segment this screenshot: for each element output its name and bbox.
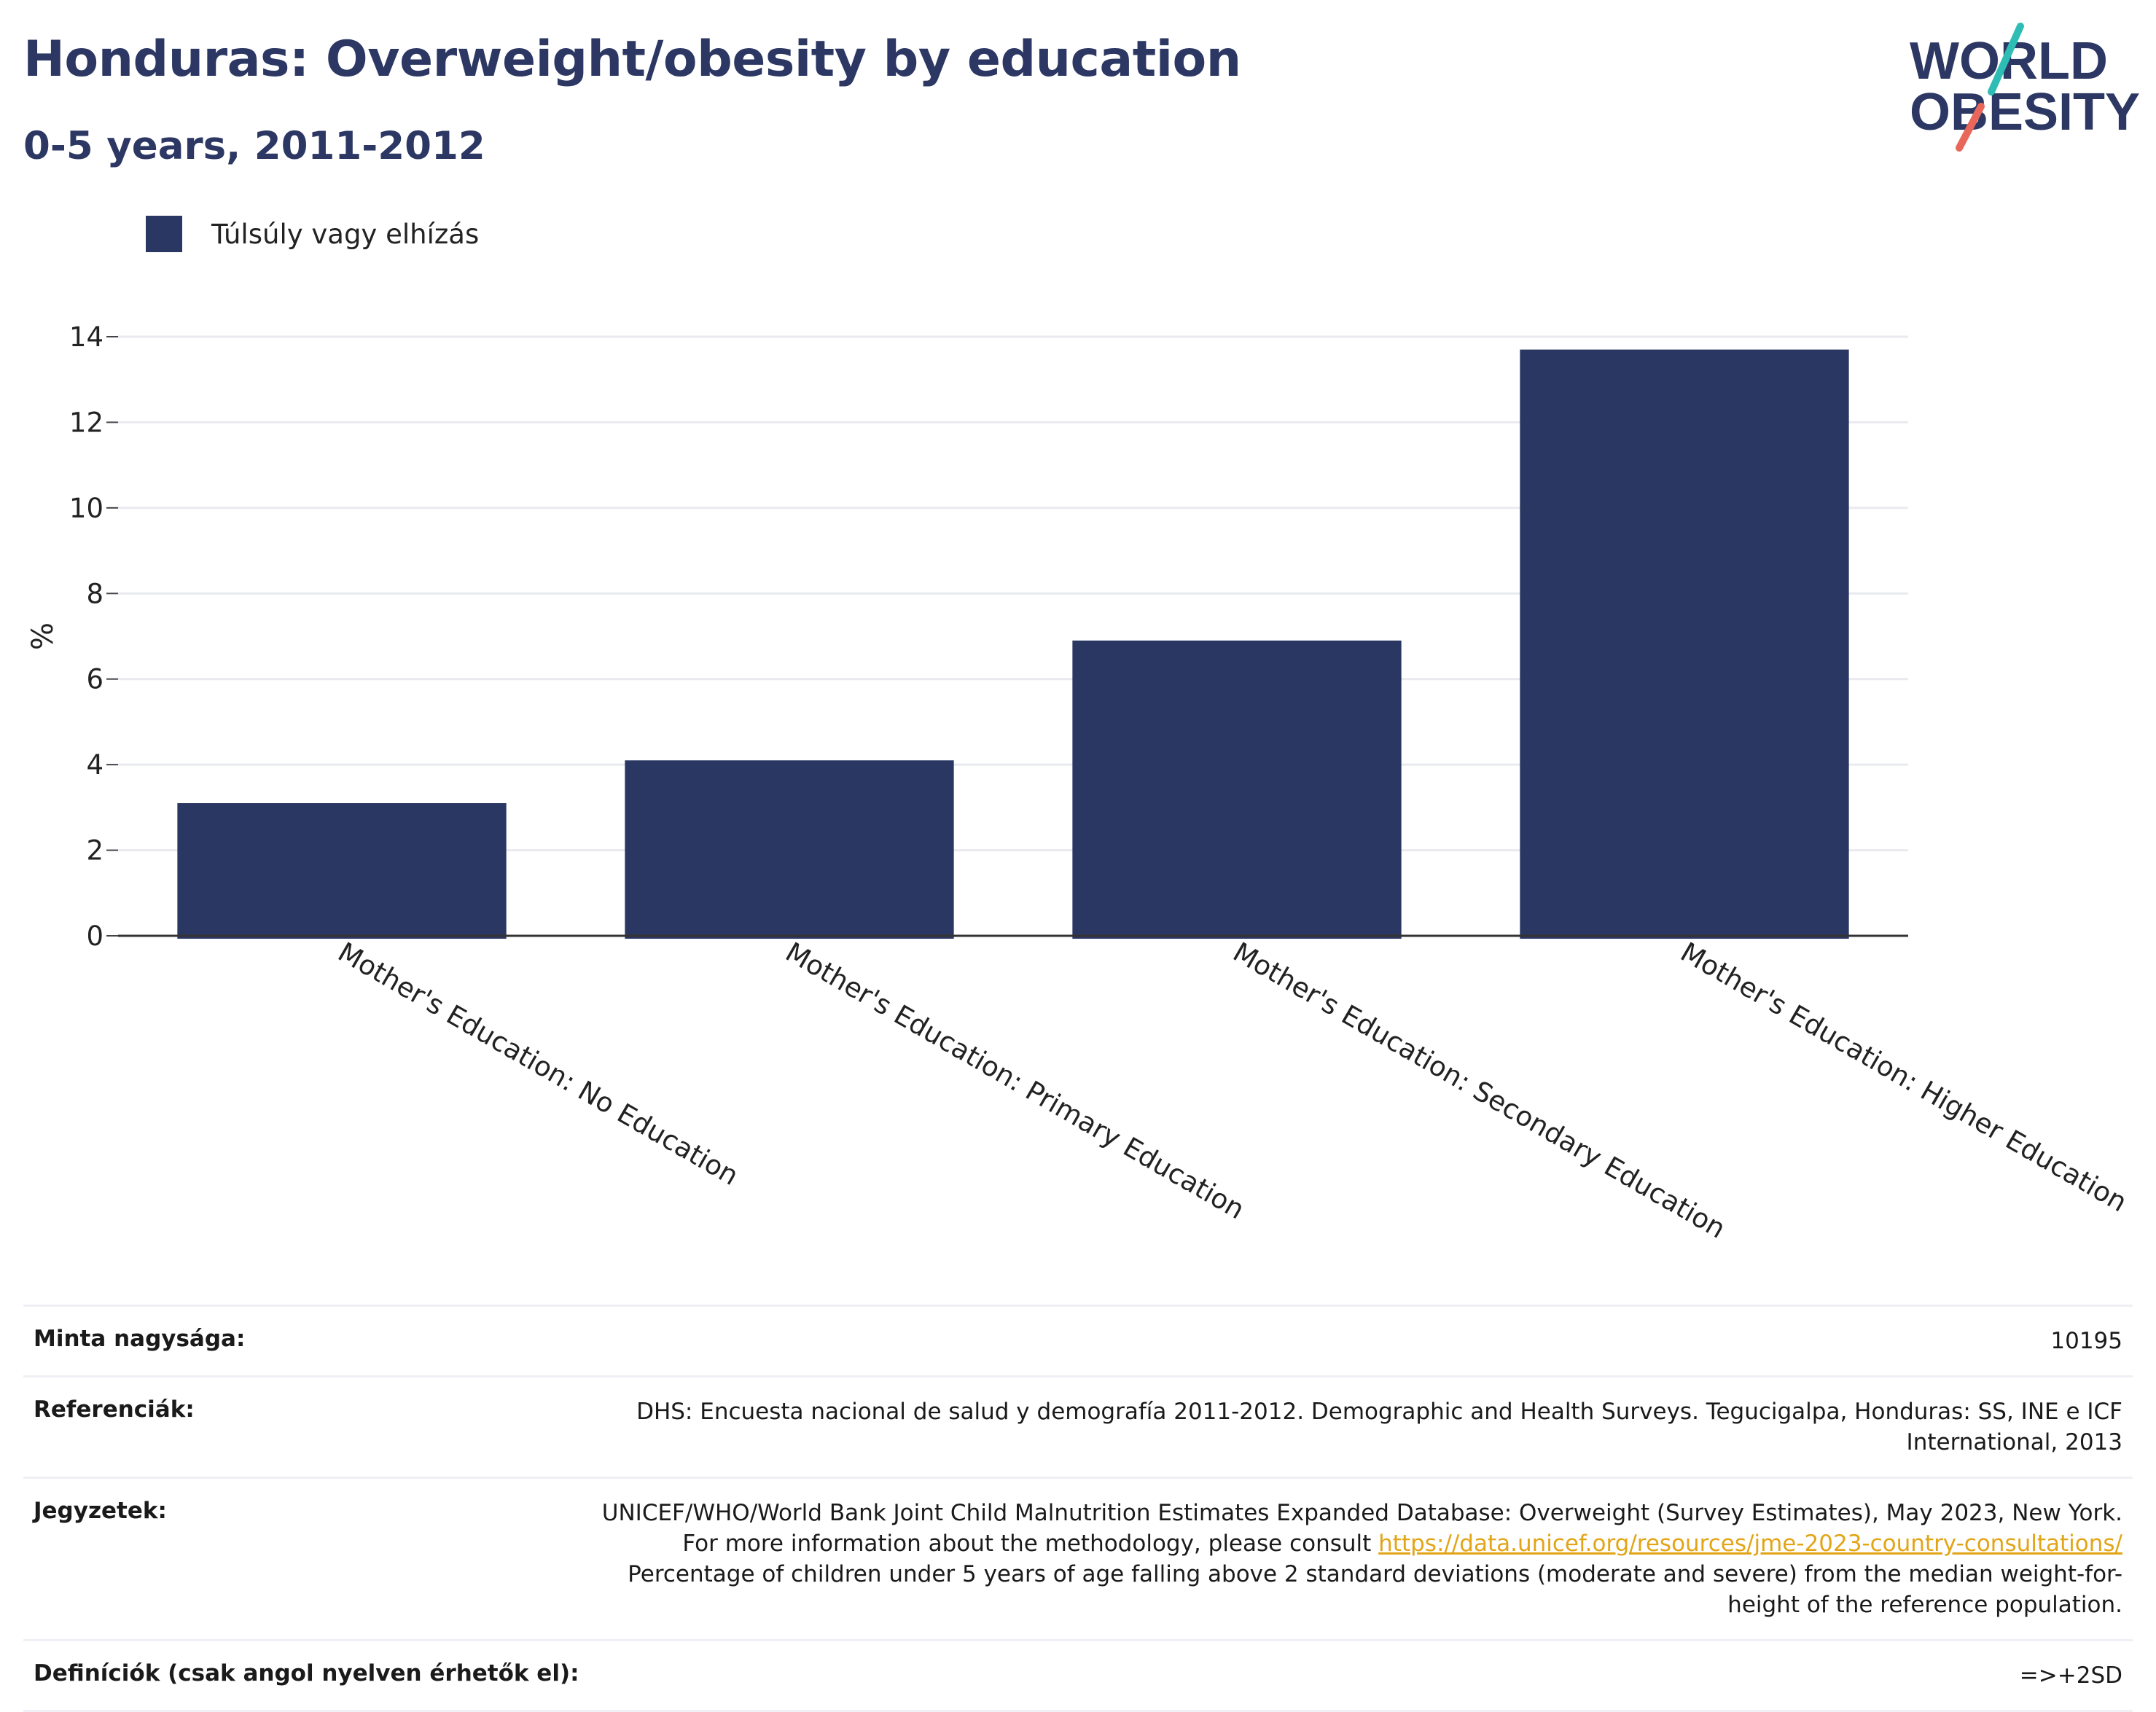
meta-value: =>+2SD — [2019, 1662, 2122, 1689]
legend: Túlsúly vagy elhízás — [146, 216, 479, 252]
x-tick-label: Mother's Education: No Education — [333, 937, 744, 1192]
bar-chart: 0 2 4 6 8 10 12 14% Mother's Education: No Educa… — [26, 321, 2133, 1245]
meta-value: DHS: Encuesta nacional de salud y demogr… — [636, 1399, 2122, 1455]
meta-row-references: Referenciák: DHS: Encuesta nacional de s… — [23, 1375, 2133, 1477]
meta-label: Referenciák: — [34, 1396, 195, 1423]
meta-row-definitions: Definíciók (csak angol nyelven érhetők e… — [23, 1639, 2133, 1712]
x-tick-label: Mother's Education: Higher Education — [1676, 937, 2133, 1219]
meta-value: UNICEF/WHO/World Bank Joint Child Malnut… — [592, 1498, 2122, 1620]
meta-row-notes: Jegyzetek: UNICEF/WHO/World Bank Joint C… — [23, 1477, 2133, 1639]
meta-label: Definíciók (csak angol nyelven érhetők e… — [34, 1660, 579, 1686]
bar — [1520, 349, 1849, 939]
y-tick-label: 6 — [86, 664, 103, 695]
y-tick-label: 8 — [86, 578, 103, 609]
world-obesity-logo: WORLD OBESITY — [1910, 23, 2140, 152]
meta-row-sample-size: Minta nagysága: 10195 — [23, 1305, 2133, 1375]
y-tick-label: 10 — [69, 493, 103, 524]
y-tick-label: 14 — [69, 321, 103, 353]
notes-text-post: Percentage of children under 5 years of … — [628, 1561, 2122, 1618]
meta-value: 10195 — [2050, 1328, 2122, 1354]
x-tick-label: Mother's Education: Primary Education — [781, 937, 1250, 1226]
methodology-link[interactable]: https://data.unicef.org/resources/jme-20… — [1378, 1531, 2122, 1557]
bar — [625, 760, 954, 939]
y-tick-label: 12 — [69, 407, 103, 438]
y-tick-label: 4 — [86, 749, 103, 781]
meta-label: Jegyzetek: — [34, 1498, 167, 1524]
logo-line2: OBESITY — [1910, 83, 2140, 141]
metadata-table: Minta nagysága: 10195 Referenciák: DHS: … — [23, 1305, 2133, 1712]
meta-label: Minta nagysága: — [34, 1326, 246, 1352]
logo-slash-top — [1988, 23, 2024, 95]
y-axis-title: % — [26, 622, 60, 650]
bar — [177, 802, 507, 939]
y-tick-label: 2 — [86, 835, 103, 867]
chart-title: Honduras: Overweight/obesity by educatio… — [23, 31, 1241, 88]
y-tick-label: 0 — [86, 921, 103, 952]
x-tick-label: Mother's Education: Secondary Education — [1228, 937, 1731, 1245]
legend-label: Túlsúly vagy elhízás — [211, 218, 480, 250]
notes-text-pre: UNICEF/WHO/World Bank Joint Child Malnut… — [601, 1500, 2122, 1557]
legend-swatch — [146, 216, 182, 252]
bar — [1072, 640, 1402, 939]
chart-subtitle: 0-5 years, 2011-2012 — [23, 124, 485, 168]
logo-slash-bottom — [1956, 103, 1985, 152]
